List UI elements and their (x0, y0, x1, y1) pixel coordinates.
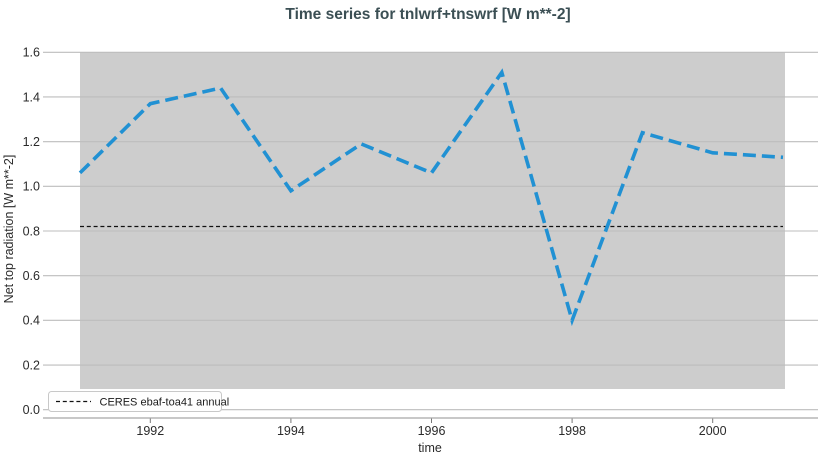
y-tick-label: 0.6 (23, 269, 40, 283)
y-tick-label: 0.8 (23, 224, 40, 238)
y-axis-label: Net top radiation [W m**-2] (2, 155, 16, 304)
legend-label: CERES ebaf-toa41 annual (100, 397, 230, 409)
x-tick-label: 1994 (277, 424, 305, 438)
x-tick-label: 1992 (136, 424, 164, 438)
y-tick-label: 0.2 (23, 358, 40, 372)
y-tick-label: 1.0 (23, 180, 40, 194)
chart-title: Time series for tnlwrf+tnswrf [W m**-2] (285, 6, 570, 23)
x-axis-label: time (418, 441, 442, 455)
plot-background-band (80, 52, 785, 390)
plot-area: 0.0 0.2 0.4 0.6 0.8 1.0 1.2 1.4 1.6 1992 1994 1996 1… (23, 46, 818, 438)
x-tick-label: 1996 (418, 424, 446, 438)
y-tick-label: 0.4 (23, 314, 40, 328)
x-tick-label: 2000 (699, 424, 727, 438)
y-tick-label: 1.2 (23, 135, 40, 149)
legend: CERES ebaf-toa41 annual (48, 391, 230, 412)
x-tick-label: 1998 (558, 424, 586, 438)
legend-box (48, 391, 222, 412)
y-tick-label: 0.0 (23, 403, 40, 417)
y-tick-label: 1.6 (23, 46, 40, 60)
y-tick-label: 1.4 (23, 90, 40, 104)
